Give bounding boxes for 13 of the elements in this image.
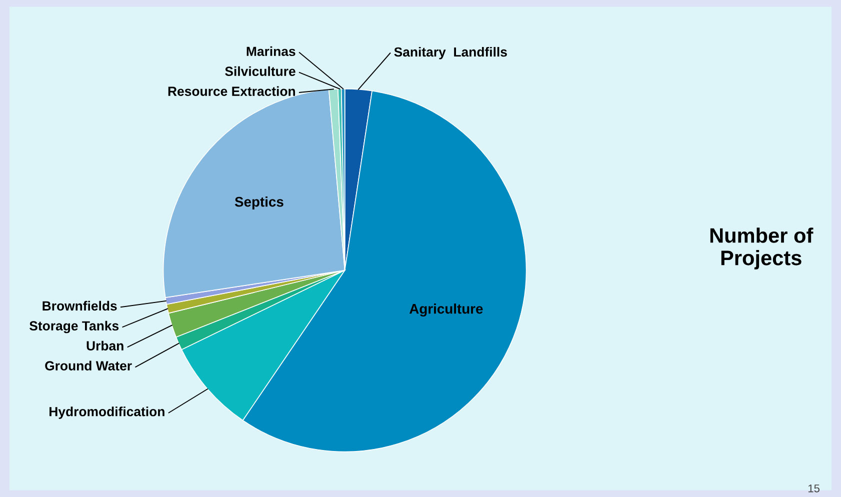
slice-label: Marinas [246, 46, 296, 56]
slice-label: Brownfields [42, 300, 117, 311]
slice-label: Hydromodification [50, 406, 164, 419]
slice-label: Storage Tanks [30, 320, 119, 334]
text: 15 [808, 484, 820, 492]
slice-label: Agriculture [409, 304, 483, 317]
slice-label: Ground Water [45, 360, 132, 370]
slice-label: Urban [86, 340, 124, 351]
slice-label: Resource Extraction [168, 86, 295, 96]
slice-label: Sanitary Landfills [394, 46, 507, 60]
text: Number of Projects [710, 228, 814, 270]
slice-label: Septics [234, 196, 284, 210]
slice-label: Silviculture [225, 66, 296, 76]
